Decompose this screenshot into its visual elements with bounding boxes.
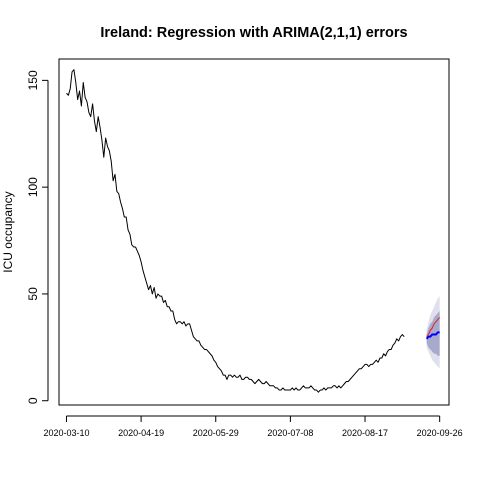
prediction-interval-80 — [426, 311, 440, 356]
y-axis-label: ICU occupancy — [1, 191, 15, 272]
chart-title: Ireland: Regression with ARIMA(2,1,1) er… — [100, 25, 407, 41]
y-tick-label: 100 — [26, 177, 40, 197]
series-line-forecast — [425, 331, 440, 340]
x-axis: 2020-03-10 2020-04-19 2020-05-29 2020-07-08… — [43, 415, 463, 438]
y-tick-label: 150 — [26, 70, 40, 90]
x-tick-label: 2020-04-19 — [118, 428, 164, 438]
x-tick-label: 2020-07-08 — [267, 428, 313, 438]
series-line-actual — [426, 317, 441, 337]
plot-frame — [58, 58, 450, 406]
y-tick-label: 0 — [26, 397, 40, 404]
series-line-observed — [66, 69, 405, 393]
plot-area — [66, 69, 441, 393]
y-axis: 0 50 100 150 — [26, 70, 49, 404]
y-tick-label: 50 — [26, 287, 40, 301]
x-tick-label: 2020-03-10 — [43, 428, 89, 438]
x-tick-label: 2020-08-17 — [342, 428, 388, 438]
x-tick-label: 2020-09-26 — [417, 428, 463, 438]
x-tick-label: 2020-05-29 — [193, 428, 239, 438]
